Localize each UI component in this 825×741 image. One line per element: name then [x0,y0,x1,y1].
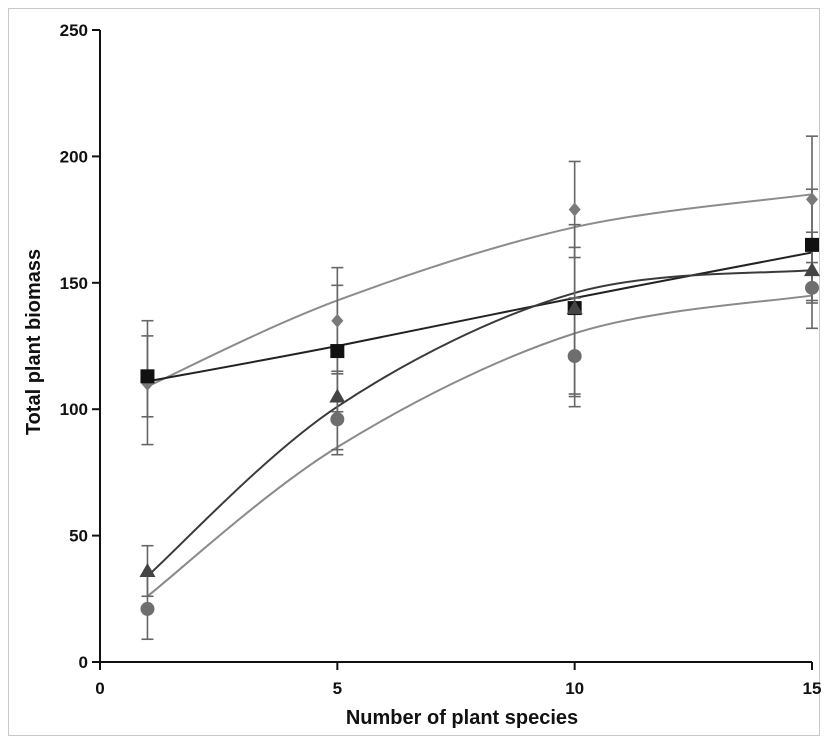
x-tick-label: 15 [803,679,822,698]
y-tick-label: 0 [79,653,88,672]
error-bars [141,135,818,641]
data-point-triangle [329,388,346,403]
y-axis-title: Total plant biomass [23,249,45,435]
data-point-circle [567,349,582,364]
data-point-diamond [806,192,818,207]
x-tick-label: 5 [333,679,342,698]
x-tick-label: 10 [565,679,584,698]
fit-curves [146,193,813,598]
y-tick-label: 150 [60,274,88,293]
data-point-square [140,369,155,384]
fit-curve-triangle [146,269,813,577]
x-axis-title: Number of plant species [346,707,578,729]
y-tick-label: 200 [60,147,88,166]
y-tick-label: 100 [60,400,88,419]
data-point-diamond [331,313,344,328]
data-point-circle [330,412,345,427]
data-point-triangle [566,300,583,315]
data-point-diamond [568,202,581,217]
data-point-circle [140,601,155,616]
data-point-square [330,344,345,359]
x-tick-label: 0 [95,679,104,698]
data-point-triangle [139,562,156,577]
fit-curve-circle [146,294,813,598]
axes [99,30,812,663]
data-point-square [805,237,819,252]
data-point-triangle [804,262,820,277]
fit-curve-diamond [147,193,813,388]
y-ticks: 0 50 100 150 200 250 [60,21,100,672]
data-point-circle [805,280,819,295]
fit-curve-square [147,251,813,383]
y-tick-label: 50 [69,527,88,546]
data-points [139,192,820,616]
y-tick-label: 250 [60,21,88,40]
x-ticks: 0 5 10 15 [95,662,821,698]
